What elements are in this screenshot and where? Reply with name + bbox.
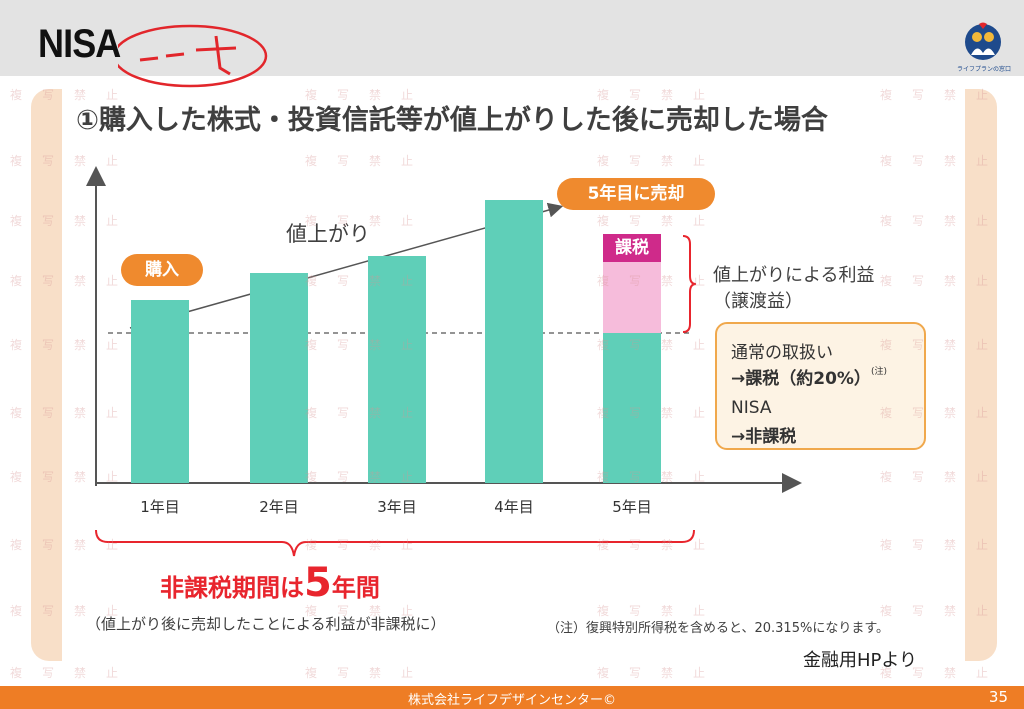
tax-free-period: 非課税期間は5年間	[160, 560, 380, 606]
bar-1	[131, 300, 189, 483]
x-tick-label: 1年目	[140, 498, 180, 516]
taxed-profit-segment	[603, 262, 661, 333]
box-normal-tax-text: →課税（約20%）	[731, 369, 871, 389]
period-number: 5	[304, 560, 332, 606]
bar-4	[485, 199, 543, 483]
box-normal-label: 通常の取扱い	[731, 343, 833, 363]
footer-bar: 株式会社ライフデザインセンター© 35	[0, 686, 1024, 709]
logo-text: ライフプランの窓口	[957, 66, 1012, 73]
page-title: NISA	[38, 22, 121, 66]
header-bar: NISA ライフプランの窓口	[0, 0, 1024, 88]
page-number: 35	[988, 688, 1008, 706]
tax-info-box: 通常の取扱い →課税（約20%）(注) NISA →非課税	[715, 322, 926, 450]
box-note-mark: (注)	[870, 367, 887, 377]
x-tick-label: 4年目	[494, 498, 534, 516]
slide-title: ①購入した株式・投資信託等が値上がりした後に売却した場合	[76, 105, 828, 136]
bar-3	[368, 256, 426, 483]
profit-brace	[682, 235, 697, 333]
buy-label: 購入	[121, 254, 203, 286]
x-tick-label: 3年目	[377, 498, 417, 516]
box-nisa-label: NISA	[731, 398, 772, 418]
period-suffix: 年間	[331, 574, 380, 602]
profit-sublabel: （譲渡益）	[713, 291, 803, 312]
x-tick-label: 2年目	[259, 498, 299, 516]
note-left: （値上がり後に売却したことによる利益が非課税に）	[86, 615, 446, 633]
rise-label: 値上がり	[286, 222, 370, 246]
tax-badge: 課税	[603, 234, 661, 262]
source-label: 金融用HPより	[803, 650, 918, 671]
footer-company: 株式会社ライフデザインセンター©	[407, 693, 616, 708]
sell-label: 5年目に売却	[557, 178, 715, 210]
profit-label: 値上がりによる利益	[713, 265, 875, 286]
period-prefix: 非課税期間は	[160, 574, 304, 602]
handwritten-annotation	[118, 24, 268, 88]
bar-2	[250, 272, 308, 483]
x-tick-label: 5年目	[612, 498, 652, 516]
box-normal-tax: →課税（約20%）(注)	[731, 364, 887, 389]
box-nisa-tax: →非課税	[731, 427, 797, 447]
company-logo: ライフプランの窓口	[957, 21, 1012, 75]
note-right: （注）復興特別所得税を含めると、20.315%になります。	[547, 621, 890, 636]
period-brace	[95, 529, 695, 557]
